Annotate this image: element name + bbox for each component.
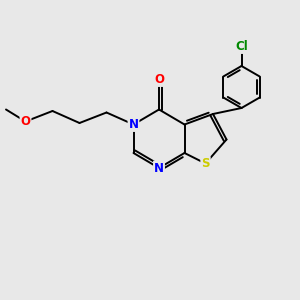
Text: O: O [20,115,31,128]
Text: O: O [154,73,164,86]
Text: S: S [201,157,210,170]
Text: N: N [154,161,164,175]
Text: Cl: Cl [235,40,248,53]
Text: N: N [128,118,139,131]
